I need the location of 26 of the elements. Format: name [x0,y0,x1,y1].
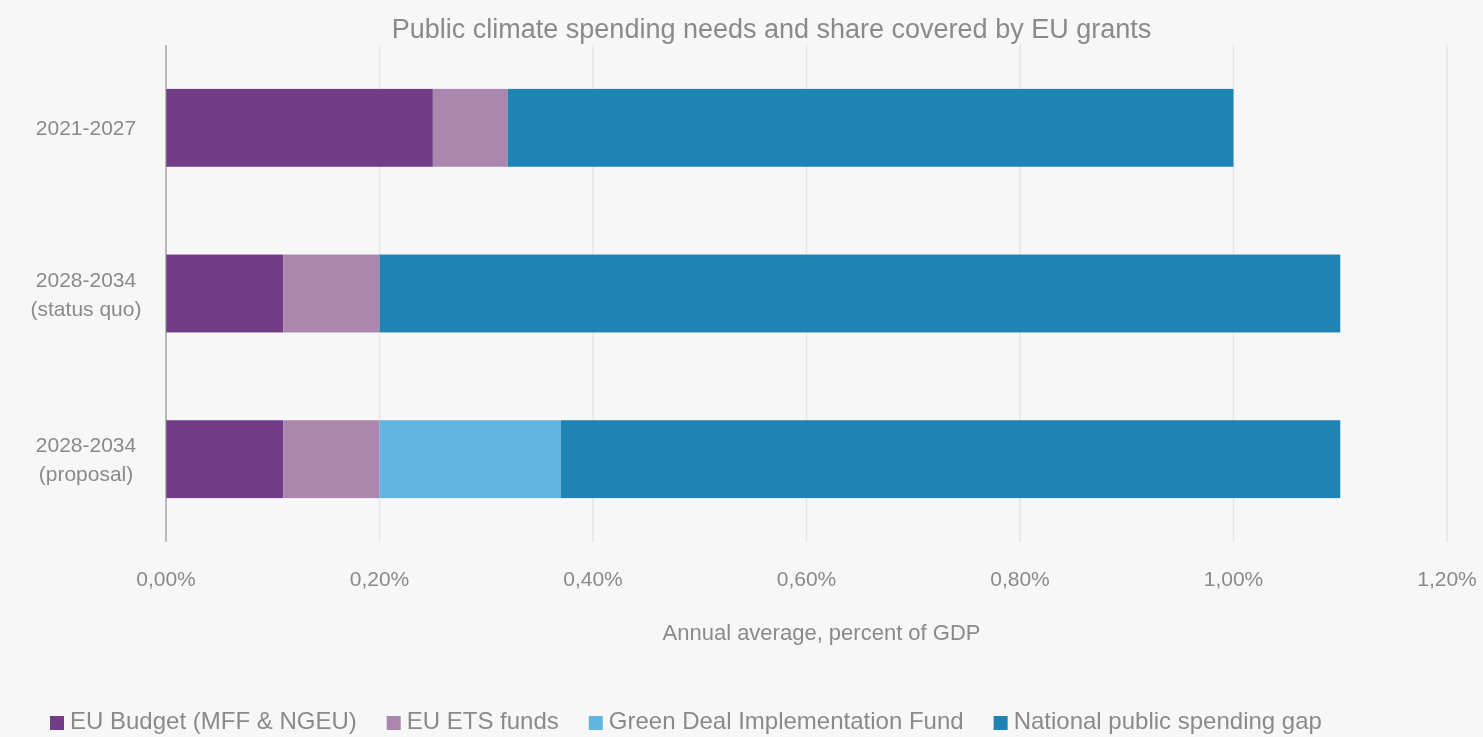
legend-label: National public spending gap [1013,707,1322,734]
bar [166,88,433,167]
bar [379,420,561,499]
x-tick-label: 0,80% [990,567,1050,590]
bar [283,254,380,333]
y-tick-label: 2021-2027 [35,115,137,139]
x-axis-title: Annual average, percent of GDP [662,620,981,645]
legend-label: Green Deal Implementation Fund [608,707,964,734]
x-tick-label: 0,00% [136,567,196,590]
x-tick-label: 0,60% [776,567,837,590]
x-tick-label: 1,20% [1417,567,1477,590]
legend-label: EU Budget (MFF & NGEU) [70,707,357,734]
y-tick-label: 2028-2034 (proposal) [35,433,137,486]
bar [379,254,1341,333]
x-tick-label: 0,20% [349,567,410,590]
x-tick-label: 1,00% [1203,567,1264,590]
legend-label: EU ETS funds [406,707,559,734]
x-tick-label: 0,40% [563,567,623,590]
bar [283,420,380,499]
bar [166,420,284,499]
bar [560,420,1341,499]
bar [507,88,1234,167]
bar [166,254,284,333]
y-tick-label: 2028-2034 (status quo) [30,267,142,320]
bar [432,88,508,167]
chart-title: Public climate spending needs and share covered by EU grants [391,14,1152,44]
